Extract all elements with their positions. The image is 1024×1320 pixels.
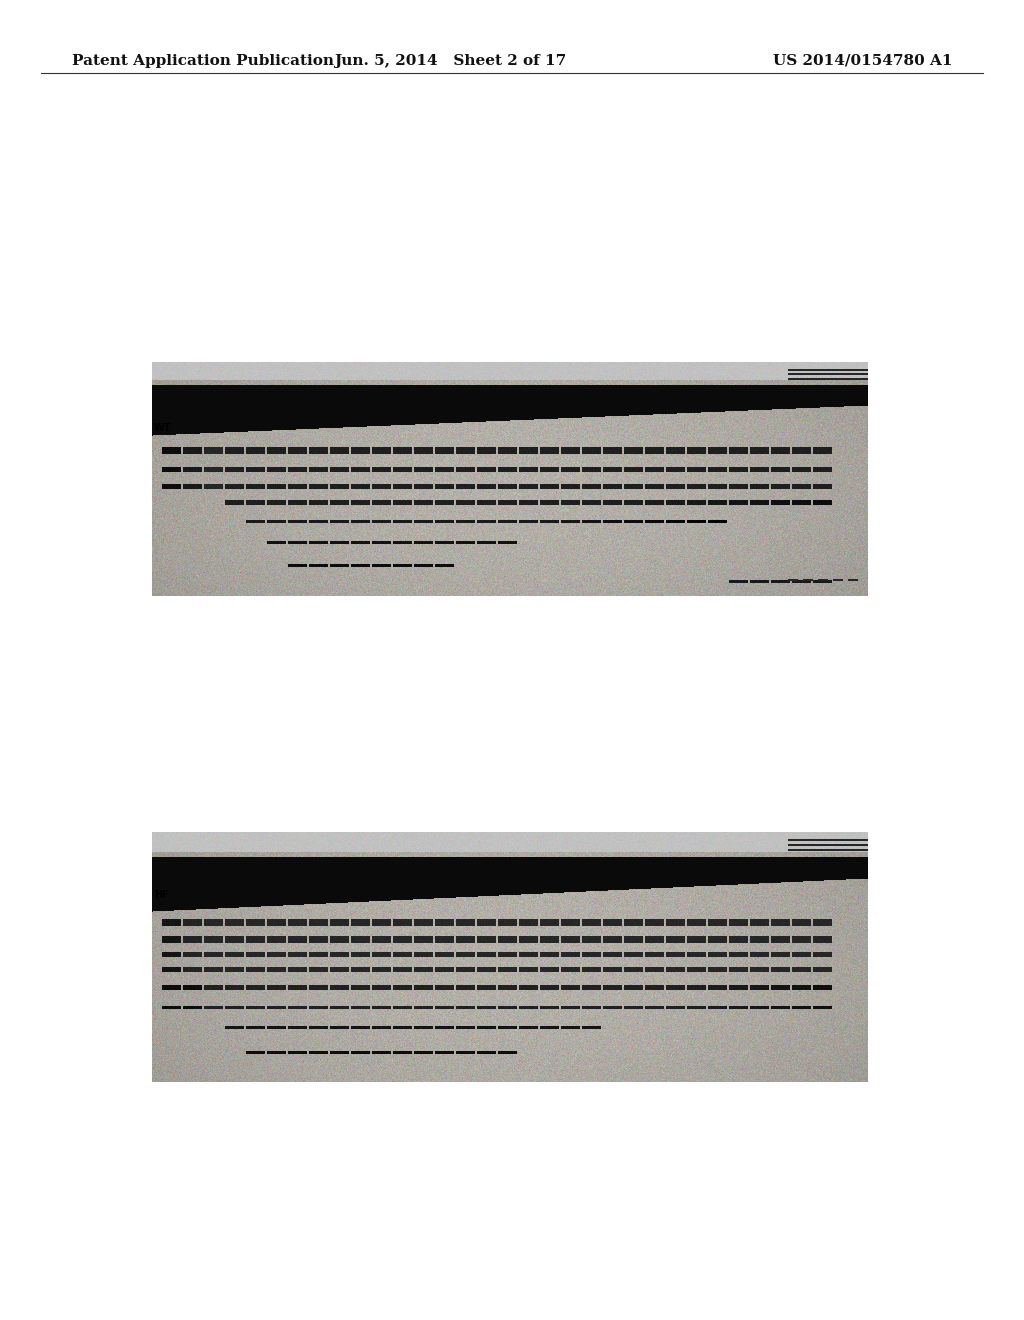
Text: US 2014/0154780 A1: US 2014/0154780 A1 [773,54,952,67]
Text: HF: HF [154,890,169,900]
Text: FIG.  2A: FIG. 2A [380,982,480,1003]
Text: Jun. 5, 2014   Sheet 2 of 17: Jun. 5, 2014 Sheet 2 of 17 [335,54,566,67]
Text: FIG.  2B: FIG. 2B [380,507,480,528]
Text: Patent Application Publication: Patent Application Publication [72,54,334,67]
Text: WT: WT [154,422,172,433]
